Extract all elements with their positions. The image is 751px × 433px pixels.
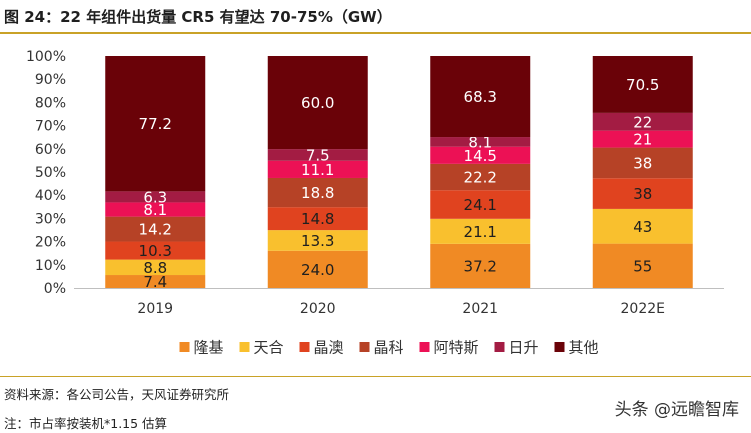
legend-swatch xyxy=(239,342,250,352)
data-label: 18.8 xyxy=(301,184,334,202)
data-label: 70.5 xyxy=(626,76,659,94)
data-label: 11.1 xyxy=(301,161,334,179)
y-tick-label: 90% xyxy=(35,72,66,88)
legend-label: 隆基 xyxy=(194,339,224,357)
bar-segment xyxy=(267,250,368,288)
legend-swatch xyxy=(554,342,565,352)
bar-segment xyxy=(105,275,206,288)
bar-segment xyxy=(430,137,531,147)
data-label: 10.3 xyxy=(139,242,172,260)
legend-label: 天合 xyxy=(254,339,284,357)
legend-swatch xyxy=(359,342,370,352)
note-text: 注：市占率按装机*1.15 估算 xyxy=(4,416,168,431)
legend-swatch xyxy=(299,342,310,352)
figure-title: 图 24：22 年组件出货量 CR5 有望达 70-75%（GW） xyxy=(4,8,392,26)
legend-label: 晶澳 xyxy=(314,339,344,357)
bar-segment xyxy=(267,56,368,150)
watermark-text: 头条 @远瞻智库 xyxy=(614,400,739,420)
data-label: 37.2 xyxy=(464,257,497,275)
stacked-bar-chart: 0%10%20%30%40%50%60%70%80%90%100%7.48.81… xyxy=(26,49,724,357)
bar-segment xyxy=(430,56,531,138)
bar-segment xyxy=(592,112,693,131)
data-label: 8.8 xyxy=(143,259,167,277)
data-label: 38 xyxy=(633,154,652,172)
y-tick-label: 80% xyxy=(35,95,66,111)
legend-swatch xyxy=(419,342,430,352)
legend-label: 阿特斯 xyxy=(434,339,479,357)
data-label: 14.8 xyxy=(301,210,334,228)
y-tick-label: 50% xyxy=(35,165,66,181)
source-text: 资料来源：各公司公告，天风证券研究所 xyxy=(4,387,230,402)
footer-divider xyxy=(0,376,751,377)
bar-segment xyxy=(267,149,368,161)
bar-segment xyxy=(105,259,206,276)
data-label: 6.3 xyxy=(143,188,167,206)
x-tick-label: 2022E xyxy=(621,301,665,317)
data-label: 38 xyxy=(633,185,652,203)
bar-segment xyxy=(592,208,693,244)
data-label: 77.2 xyxy=(139,115,172,133)
title-bar: 图 24：22 年组件出货量 CR5 有望达 70-75%（GW） xyxy=(0,0,751,34)
data-label: 22 xyxy=(633,113,652,131)
bar-segment xyxy=(430,218,531,244)
data-label: 7.4 xyxy=(143,273,167,291)
data-label: 13.3 xyxy=(301,232,334,250)
bar-segment xyxy=(430,163,531,191)
y-tick-label: 40% xyxy=(35,188,66,204)
data-label: 22.2 xyxy=(464,169,497,187)
y-tick-label: 10% xyxy=(35,258,66,274)
legend-label: 其他 xyxy=(569,339,599,357)
bar-segment xyxy=(430,146,531,164)
bar-segment xyxy=(105,202,206,217)
data-label: 21 xyxy=(633,131,652,149)
bar-segment xyxy=(592,178,693,209)
data-label: 24.1 xyxy=(464,196,497,214)
data-label: 68.3 xyxy=(464,88,497,106)
data-label: 8.1 xyxy=(468,133,492,151)
data-label: 21.1 xyxy=(464,223,497,241)
legend-label: 日升 xyxy=(509,339,539,357)
data-label: 60.0 xyxy=(301,94,334,112)
data-label: 43 xyxy=(633,218,652,236)
data-label: 24.0 xyxy=(301,261,334,279)
bar-segment xyxy=(267,177,368,208)
legend-label: 晶科 xyxy=(374,339,404,357)
x-tick-label: 2021 xyxy=(462,301,498,317)
legend-swatch xyxy=(179,342,190,352)
data-label: 14.2 xyxy=(139,221,172,239)
bar-segment xyxy=(105,191,206,203)
data-label: 8.1 xyxy=(143,201,167,219)
bar-segment xyxy=(592,147,693,179)
bar-segment xyxy=(267,230,368,251)
y-tick-label: 20% xyxy=(35,235,66,251)
data-label: 14.5 xyxy=(464,147,497,165)
y-tick-label: 30% xyxy=(35,211,66,227)
bar-segment xyxy=(105,216,206,242)
data-label: 7.5 xyxy=(306,146,330,164)
legend-swatch xyxy=(494,342,505,352)
bar-segment xyxy=(105,56,206,192)
bar-segment xyxy=(430,243,531,288)
data-label: 55 xyxy=(633,257,652,275)
y-tick-label: 0% xyxy=(44,281,66,297)
x-tick-label: 2020 xyxy=(300,301,336,317)
bar-segment xyxy=(267,207,368,231)
bar-segment xyxy=(592,130,693,148)
y-tick-label: 60% xyxy=(35,142,66,158)
y-tick-label: 100% xyxy=(26,49,66,65)
bar-segment xyxy=(430,190,531,219)
bar-segment xyxy=(105,241,206,260)
bar-segment xyxy=(267,160,368,178)
y-tick-label: 70% xyxy=(35,119,66,135)
bar-segment xyxy=(592,243,693,288)
bar-segment xyxy=(592,56,693,113)
x-tick-label: 2019 xyxy=(137,301,173,317)
